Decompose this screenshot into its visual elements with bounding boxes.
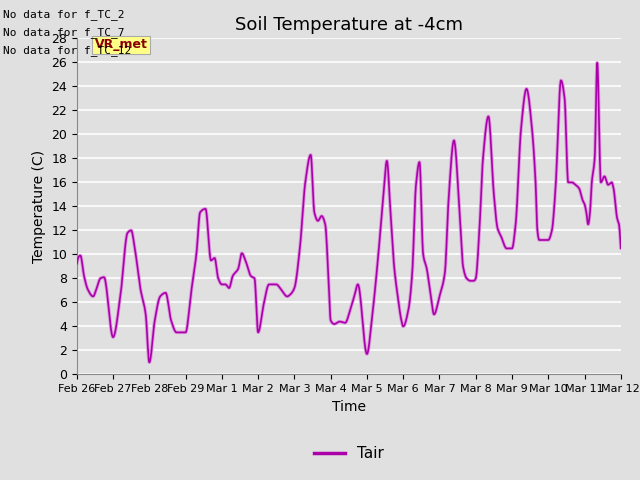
Y-axis label: Temperature (C): Temperature (C): [31, 150, 45, 263]
Text: No data for f_TC_7: No data for f_TC_7: [3, 27, 125, 38]
Text: No data for f_TC_2: No data for f_TC_2: [3, 9, 125, 20]
Legend: Tair: Tair: [308, 440, 390, 468]
Text: No data for f_TC_12: No data for f_TC_12: [3, 45, 131, 56]
X-axis label: Time: Time: [332, 400, 366, 414]
Text: VR_met: VR_met: [95, 38, 148, 51]
Title: Soil Temperature at -4cm: Soil Temperature at -4cm: [235, 16, 463, 34]
